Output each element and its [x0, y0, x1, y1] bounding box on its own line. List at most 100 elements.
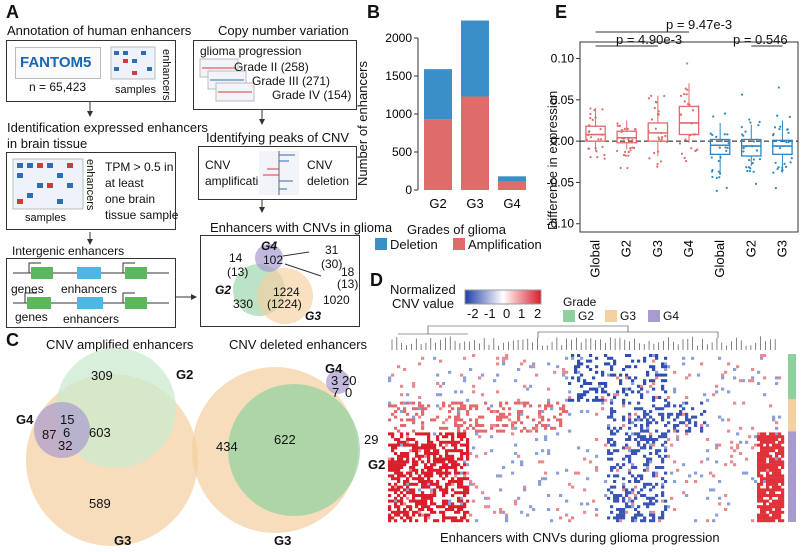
d-cell	[778, 443, 782, 447]
d-cell	[685, 494, 689, 497]
d-cell	[634, 424, 638, 427]
d-cell	[448, 404, 452, 408]
d-cell	[460, 432, 464, 436]
d-cell	[454, 401, 458, 405]
d-cell	[493, 410, 497, 413]
d-cell	[646, 418, 650, 422]
d-cell	[541, 410, 545, 413]
del-n434: 434	[216, 439, 238, 454]
d-cell	[466, 449, 470, 453]
d-cell	[457, 407, 461, 411]
d-cell	[766, 435, 770, 439]
d-cell	[700, 401, 704, 405]
d-cell	[688, 474, 692, 478]
d-cell	[622, 513, 626, 517]
d-cell	[745, 471, 749, 475]
d-cell	[514, 401, 518, 405]
d-cell	[607, 488, 611, 492]
d-cell	[439, 505, 443, 509]
d-cell	[577, 370, 581, 374]
normalized-label-2: CNV value	[392, 296, 455, 311]
d-cell	[610, 505, 614, 509]
d-cell	[442, 421, 446, 425]
d-cell	[646, 502, 650, 506]
e-point	[748, 118, 751, 121]
e-point	[685, 159, 688, 163]
d-cell	[412, 407, 416, 411]
d-cell	[640, 488, 644, 492]
d-cell	[781, 466, 785, 469]
d-cell	[397, 429, 401, 433]
e-point	[683, 156, 686, 160]
d-cell	[685, 396, 689, 399]
d-cell	[451, 466, 455, 469]
d-cell	[460, 424, 464, 427]
d-cell	[775, 443, 779, 447]
d-cell	[550, 404, 554, 408]
e-point	[633, 128, 637, 131]
d-cell	[430, 446, 434, 450]
d-cell	[502, 407, 506, 411]
grade4-label: Grade IV (154)	[272, 88, 352, 102]
b-xtick-label: G4	[503, 196, 520, 211]
e-point	[627, 154, 630, 157]
d-cell	[409, 488, 413, 492]
d-cell	[454, 443, 458, 447]
grade-title: Grade	[563, 295, 597, 309]
d-cell	[421, 482, 425, 486]
d-cell	[421, 424, 425, 427]
del-n20: 20	[342, 373, 357, 388]
d-cell	[556, 508, 560, 511]
d-cell	[760, 513, 764, 517]
d-cell	[772, 516, 776, 520]
d-cell	[415, 440, 419, 444]
d-cell	[463, 516, 467, 520]
d-cell	[415, 463, 419, 467]
d-cell	[634, 407, 638, 411]
d-cell	[451, 502, 455, 506]
d-cell	[403, 443, 407, 447]
tpm-line2: at least	[105, 176, 144, 190]
d-cell	[685, 415, 689, 419]
d-cell	[760, 438, 764, 441]
d-cell	[559, 494, 563, 497]
d-cell	[751, 379, 755, 383]
d-cell	[700, 429, 704, 433]
d-cell	[712, 519, 716, 523]
d-cell	[616, 494, 620, 497]
d-cell	[553, 370, 557, 374]
d-cell	[457, 440, 461, 444]
d-cell	[469, 368, 473, 371]
e-point	[785, 140, 788, 144]
d-cell	[412, 421, 416, 425]
d-cell	[640, 474, 644, 478]
d-cell	[433, 482, 437, 486]
d-cell	[649, 446, 653, 450]
d-cell	[457, 412, 461, 416]
e-point	[757, 124, 760, 127]
d-cell	[682, 407, 686, 411]
d-cell	[436, 438, 440, 441]
d-cell	[700, 474, 704, 478]
d-cell	[409, 443, 413, 447]
e-point	[709, 132, 712, 135]
tpm-line1: TPM > 0.5 in	[105, 160, 174, 174]
d-cell	[592, 398, 596, 402]
d-cell	[391, 404, 395, 408]
d-cell	[499, 404, 503, 408]
e-point	[711, 133, 714, 137]
d-cell	[631, 452, 635, 455]
d-cell	[772, 477, 776, 481]
e-xtick-label: G4	[681, 240, 696, 257]
e-point	[717, 170, 720, 173]
d-cell	[478, 424, 482, 427]
e-point	[748, 169, 752, 173]
venn-a-n31: 31	[325, 243, 339, 257]
d-cell	[427, 404, 431, 408]
enhancers-label-4: enhancers	[63, 312, 120, 326]
d-cell	[658, 516, 662, 520]
d-cell	[769, 466, 773, 469]
d-cell	[505, 354, 509, 357]
d-cell	[454, 471, 458, 475]
d-cell	[637, 384, 641, 388]
